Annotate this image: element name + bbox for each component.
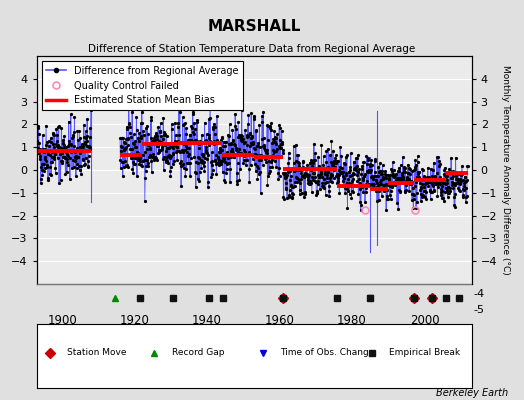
Text: Time of Obs. Change: Time of Obs. Change bbox=[280, 348, 375, 357]
Text: Difference of Station Temperature Data from Regional Average: Difference of Station Temperature Data f… bbox=[88, 44, 415, 54]
Title: MARSHALL: MARSHALL bbox=[208, 19, 301, 34]
Text: 1900: 1900 bbox=[47, 314, 77, 327]
Text: 1920: 1920 bbox=[119, 314, 149, 327]
Text: -4: -4 bbox=[473, 289, 484, 299]
Text: 1940: 1940 bbox=[192, 314, 222, 327]
Text: Station Move: Station Move bbox=[67, 348, 127, 357]
Legend: Difference from Regional Average, Quality Control Failed, Estimated Station Mean: Difference from Regional Average, Qualit… bbox=[41, 61, 243, 110]
Text: Record Gap: Record Gap bbox=[171, 348, 224, 357]
Text: 1960: 1960 bbox=[265, 314, 294, 327]
Text: Berkeley Earth: Berkeley Earth bbox=[436, 388, 508, 398]
Text: 2000: 2000 bbox=[410, 314, 439, 327]
Text: 1980: 1980 bbox=[337, 314, 367, 327]
Y-axis label: Monthly Temperature Anomaly Difference (°C): Monthly Temperature Anomaly Difference (… bbox=[500, 65, 510, 275]
Text: -5: -5 bbox=[473, 305, 484, 315]
Text: Empirical Break: Empirical Break bbox=[389, 348, 460, 357]
